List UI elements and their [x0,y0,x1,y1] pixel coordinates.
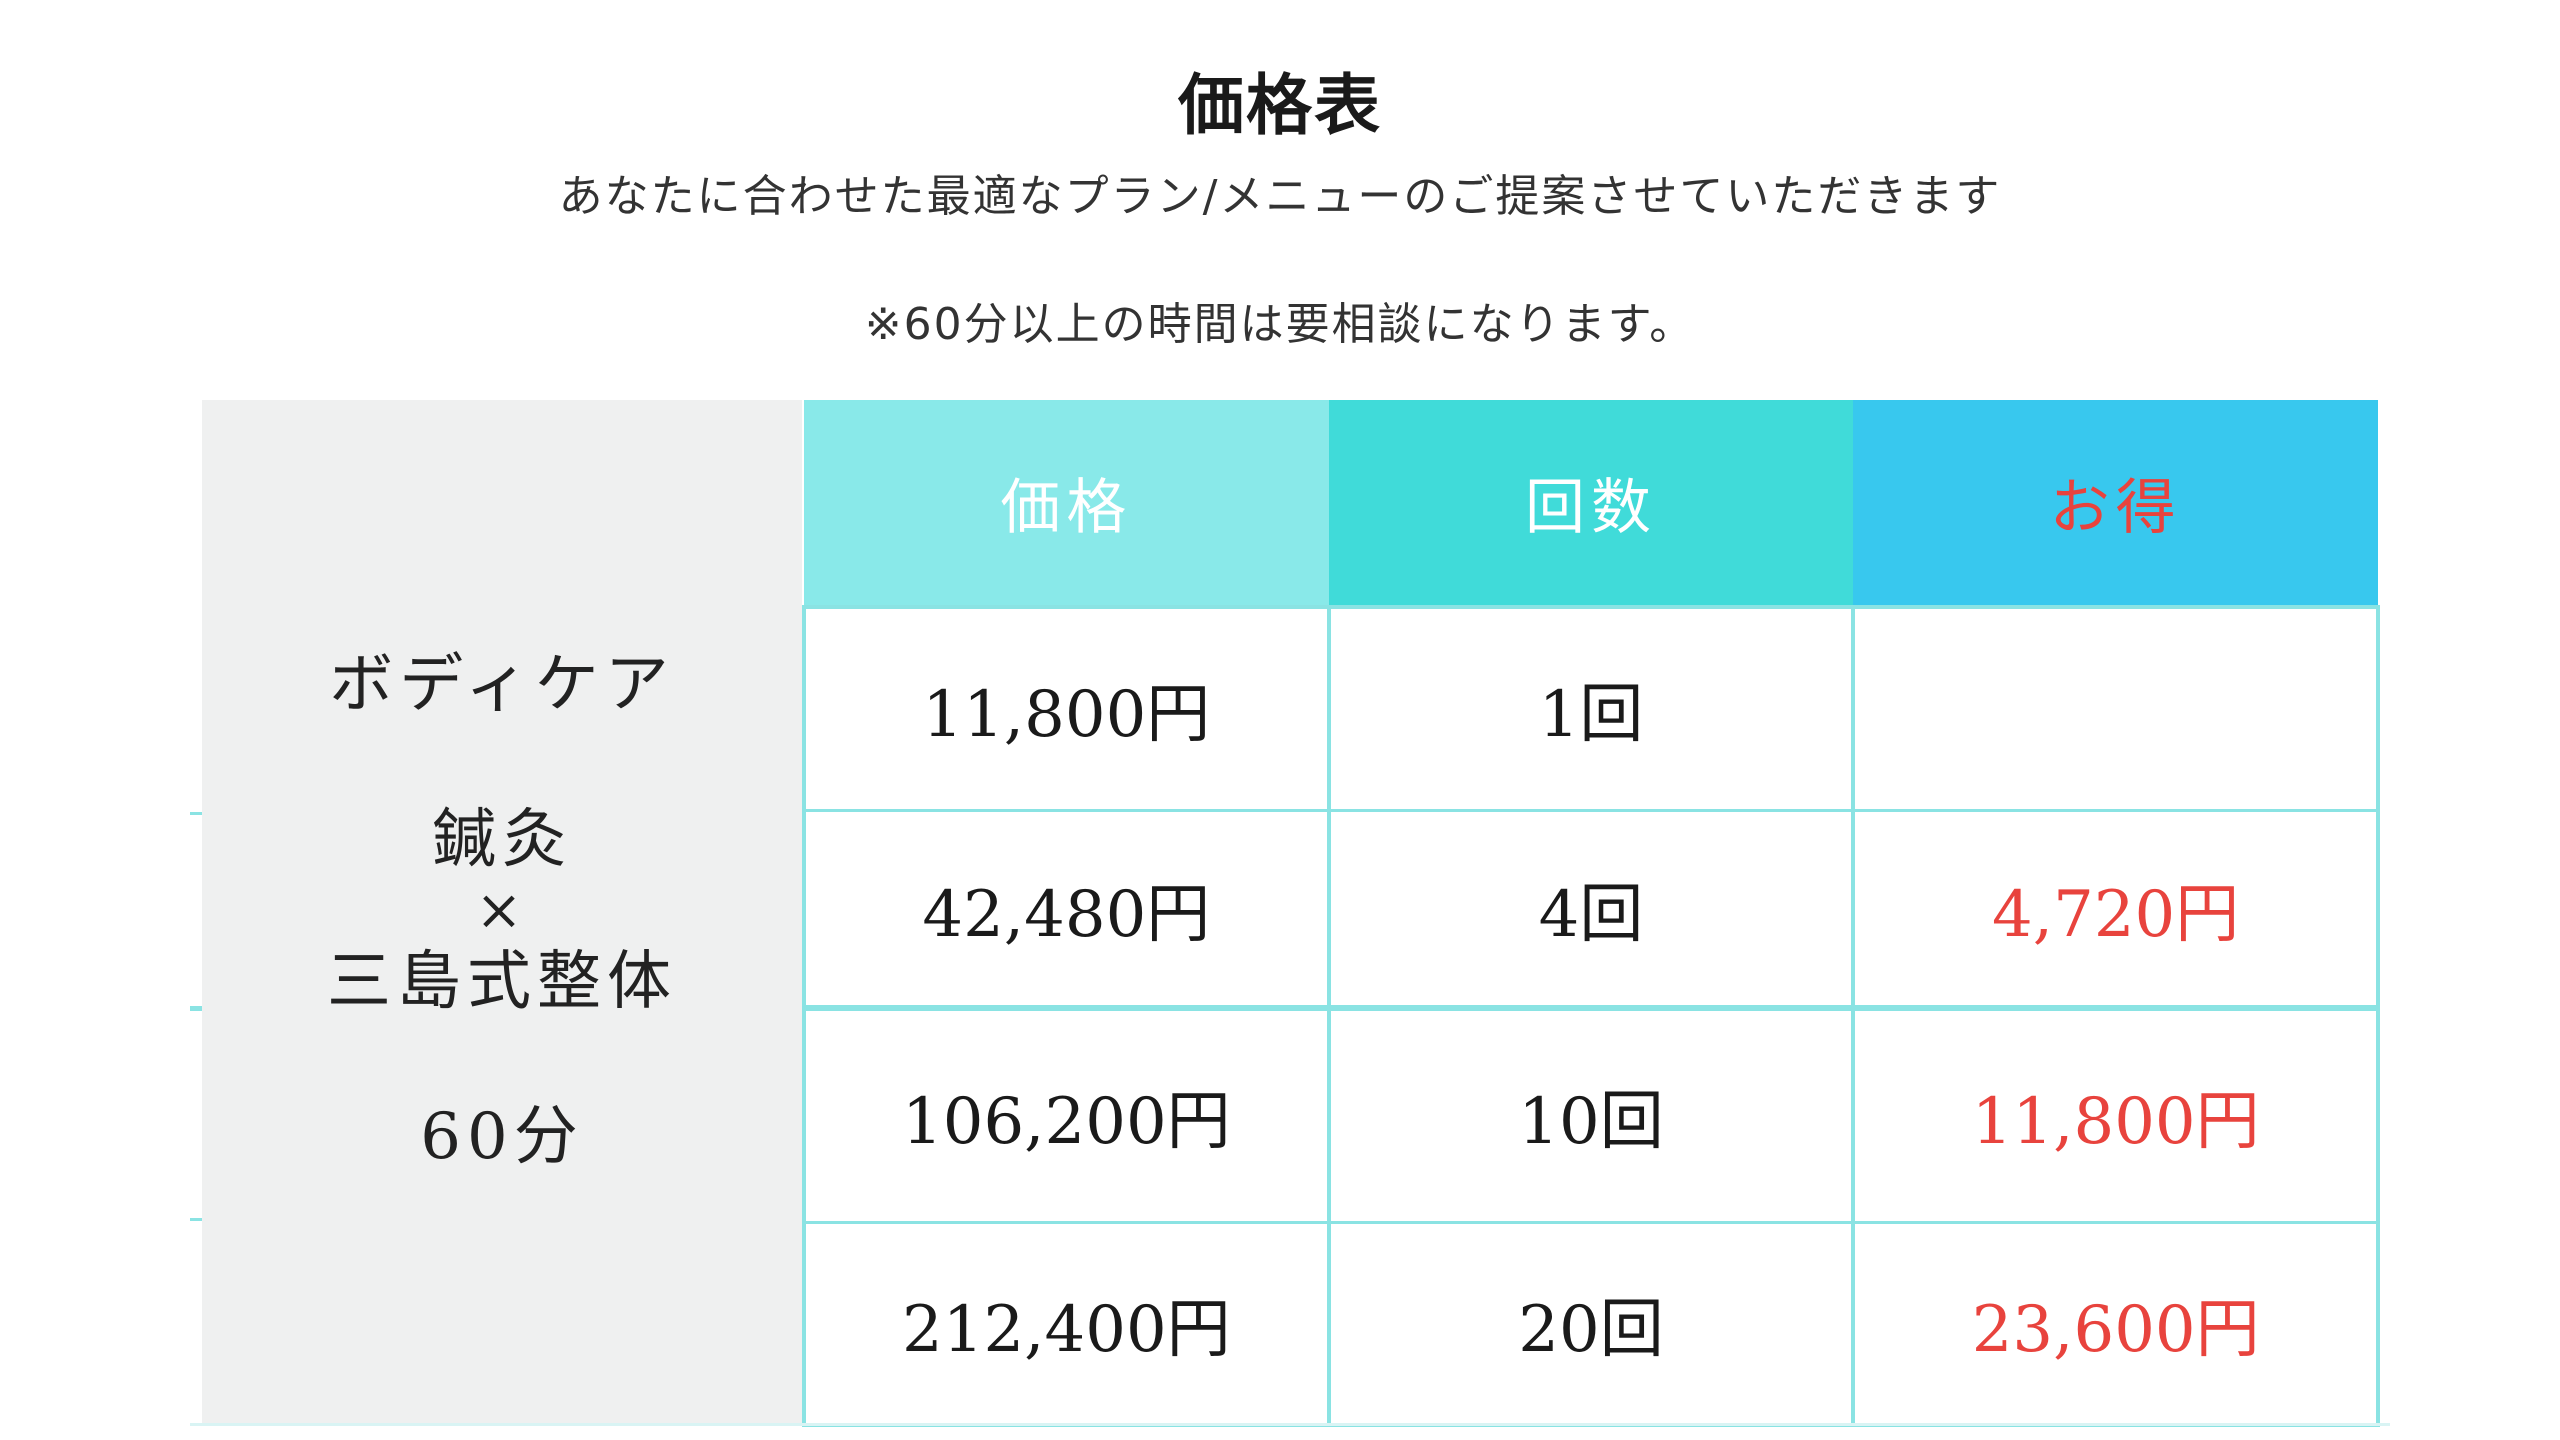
header-price: 価格 [804,400,1329,609]
menu-name-mishima-seitai: 三島式整体 [327,944,677,1019]
price-cell: 11,800円 [802,607,1331,812]
table-row: 212,400円 20回 23,600円 [802,1222,2380,1427]
price-cell: 212,400円 [802,1222,1331,1427]
table-row: 11,800円 1回 [802,607,2380,812]
savings-cell: 23,600円 [1851,1222,2380,1427]
savings-cell: 11,800円 [1851,1008,2380,1224]
table-bottom-rule [190,1423,2390,1426]
menu-name-panel: ボディケア 鍼灸 × 三島式整体 60分 [202,400,802,1423]
savings-cell: 4,720円 [1851,810,2380,1011]
header-count: 回数 [1328,400,1854,609]
menu-duration: 60分 [420,1100,584,1175]
count-cell: 1回 [1326,607,1856,812]
row-divider-stub [190,812,204,815]
price-table-section: ボディケア 鍼灸 × 三島式整体 60分 価格 回数 お得 11,800円 1回 [190,400,2390,1440]
table-row: 42,480円 4回 4,720円 [802,810,2380,1011]
menu-name-times-sign: × [475,878,529,944]
row-divider-stub [190,1218,204,1221]
time-note: ※60分以上の時間は要相談になります。 [864,299,1696,350]
price-cell: 106,200円 [802,1008,1331,1224]
page-subtitle: あなたに合わせた最適なプラン/メニューのご提案させていただきます [558,171,2002,222]
page-title: 価格表 [1178,67,1382,144]
price-table: 価格 回数 お得 11,800円 1回 42,480円 4回 4,720円 10… [802,400,2380,1427]
table-row: 106,200円 10回 11,800円 [802,1008,2380,1224]
count-cell: 4回 [1326,810,1856,1011]
price-grid: 価格 回数 お得 11,800円 1回 42,480円 4回 4,720円 10… [802,400,2380,1427]
menu-name-acupuncture: 鍼灸 [432,802,572,877]
count-cell: 10回 [1326,1008,1856,1224]
price-cell: 42,480円 [802,810,1331,1011]
row-divider-stub [190,1006,204,1011]
menu-name-body-care: ボディケア [329,647,675,722]
table-header-row: 価格 回数 お得 [804,400,2378,609]
header-savings: お得 [1853,400,2378,609]
savings-cell [1851,607,2380,812]
count-cell: 20回 [1326,1222,1856,1427]
